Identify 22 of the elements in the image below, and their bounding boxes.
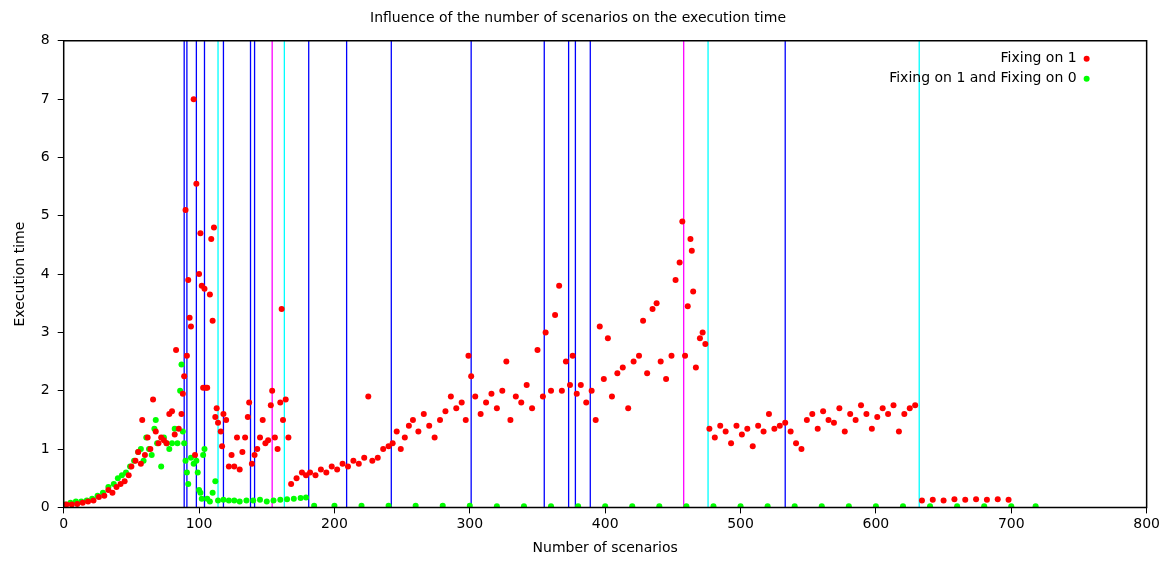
x-axis-title: Number of scenarios xyxy=(532,539,678,556)
y-tick-label: 3 xyxy=(40,323,50,340)
x-tick-label: 400 xyxy=(591,515,619,532)
y-tick-label: 4 xyxy=(40,264,50,281)
x-tick-label: 200 xyxy=(321,515,348,532)
y-tick-label: 2 xyxy=(40,381,50,398)
x-tick-label: 500 xyxy=(727,515,754,532)
x-tick-label: 700 xyxy=(997,515,1025,532)
x-tick-label: 100 xyxy=(185,515,213,532)
x-tick-label: 300 xyxy=(456,515,484,532)
y-tick-label: 6 xyxy=(40,148,50,165)
y-tick-label: 0 xyxy=(40,498,50,515)
x-tick-label: 0 xyxy=(59,515,69,532)
y-axis-title: Execution time xyxy=(11,221,28,327)
x-tick-label: 800 xyxy=(1133,515,1161,532)
legend-label: Fixing on 1 xyxy=(1000,49,1077,66)
chart-title: Influence of the number of scenarios on the execution time xyxy=(370,9,786,26)
y-tick-label: 5 xyxy=(40,206,50,223)
y-tick-label: 1 xyxy=(40,439,50,456)
y-tick-label: 7 xyxy=(40,89,50,106)
x-tick-label: 600 xyxy=(862,515,890,532)
y-tick-label: 8 xyxy=(40,31,50,48)
